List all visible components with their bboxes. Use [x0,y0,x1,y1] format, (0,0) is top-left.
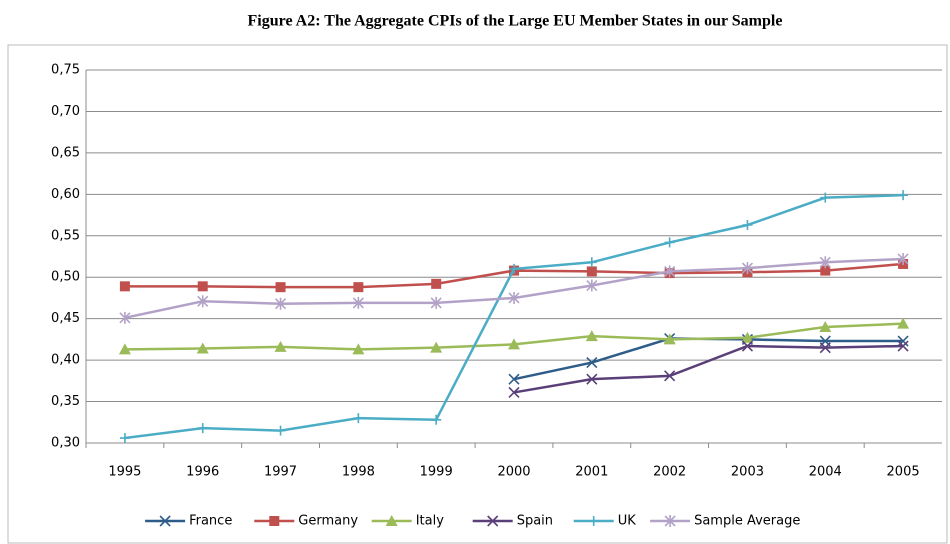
marker [431,278,442,289]
marker [197,423,208,434]
y-tick-label: 0,30 [51,436,80,451]
y-tick-label: 0,70 [51,104,80,119]
marker [819,342,831,354]
y-tick-label: 0,75 [51,63,80,78]
marker [487,515,499,527]
marker [508,386,520,399]
marker [269,516,280,526]
marker [586,279,598,292]
legend-label: Spain [517,514,553,529]
marker [118,343,131,355]
series-line [513,344,904,394]
y-tick-label: 0,40 [51,353,80,368]
marker [586,266,597,277]
y-tick-label: 0,55 [51,228,80,243]
legend-label: Sample Average [694,514,800,529]
marker [897,335,909,347]
y-tick-label: 0,35 [51,394,80,409]
marker [664,265,676,278]
marker [509,263,519,274]
marker [431,414,442,425]
x-tick-label: 2005 [887,465,920,480]
x-tick-label: 1995 [108,465,141,480]
marker [430,296,442,309]
marker [897,317,910,329]
x-tick-label: 1996 [186,465,219,480]
series-line [513,337,904,381]
marker [820,265,831,276]
marker [430,341,443,353]
x-tick-label: 1999 [420,465,453,480]
marker [664,370,676,382]
legend-label: Germany [298,514,358,529]
x-tick-label: 2002 [653,465,686,480]
marker [275,282,286,293]
marker [159,515,171,527]
x-tick-label: 2001 [575,465,608,480]
marker [819,256,831,269]
marker [385,515,398,526]
marker [196,342,209,354]
marker [274,340,287,352]
marker [119,433,130,444]
marker [897,340,909,352]
marker [353,413,364,424]
marker [586,257,597,268]
marker [741,340,754,352]
marker [197,281,208,292]
legend-label: Italy [416,514,445,529]
y-tick-label: 0,65 [51,145,80,160]
x-tick-label: 2003 [731,465,764,480]
marker [585,330,598,342]
y-tick-label: 0,50 [51,270,80,285]
x-tick-label: 2000 [497,465,530,480]
marker [352,296,364,309]
marker [508,373,520,385]
marker [275,425,286,436]
legend-label: UK [618,514,637,529]
marker [119,281,130,292]
marker [586,373,598,385]
marker [197,295,209,308]
legend-label: France [189,514,232,529]
x-tick-label: 1997 [264,465,297,480]
marker [508,338,520,350]
marker [353,282,364,293]
marker [820,192,831,203]
marker [586,357,598,369]
marker [898,190,909,201]
marker [664,237,675,248]
marker [819,320,832,332]
marker [274,297,287,310]
x-tick-label: 1998 [342,465,375,480]
marker [897,252,909,265]
x-tick-label: 2004 [809,465,842,480]
marker [588,516,599,526]
marker [508,291,520,304]
marker [119,311,131,324]
marker [664,515,676,527]
y-tick-label: 0,45 [51,311,80,326]
chart-frame [7,44,948,544]
chart-title: Figure A2: The Aggregate CPIs of the Lar… [248,13,783,30]
marker [741,262,754,275]
marker [742,220,753,231]
marker [741,331,754,343]
marker [352,343,365,355]
y-tick-label: 0,60 [51,187,80,202]
legend: France Germany Italy Spain UK Sample Average [145,514,800,529]
marker [663,333,676,345]
